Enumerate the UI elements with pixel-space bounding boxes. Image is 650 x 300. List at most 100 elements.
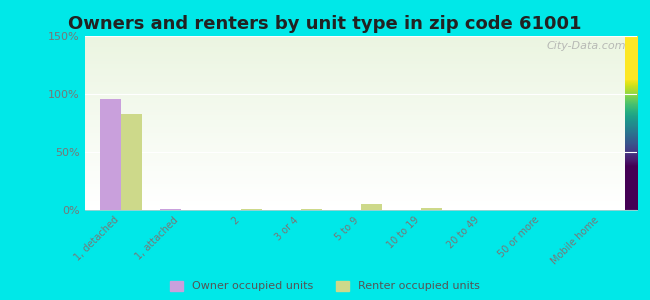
Bar — [84, 99, 625, 101]
Legend: Owner occupied units, Renter occupied units: Owner occupied units, Renter occupied un… — [170, 281, 480, 291]
Bar — [84, 110, 625, 112]
Bar — [84, 203, 625, 205]
Bar — [84, 43, 625, 45]
Bar — [84, 161, 625, 163]
Bar — [84, 69, 625, 71]
Bar — [84, 169, 625, 171]
Bar — [84, 178, 625, 180]
Bar — [84, 73, 625, 75]
Bar — [84, 148, 625, 150]
Bar — [84, 173, 625, 175]
Bar — [84, 180, 625, 182]
Bar — [84, 106, 625, 108]
Bar — [84, 143, 625, 145]
Bar — [159, 209, 181, 210]
Bar — [240, 209, 262, 210]
Bar — [120, 114, 142, 210]
Bar — [84, 208, 625, 210]
Bar — [84, 164, 625, 166]
Bar — [84, 71, 625, 73]
Bar — [84, 91, 625, 92]
Bar — [84, 38, 625, 40]
Bar — [84, 124, 625, 126]
Bar — [84, 80, 625, 82]
Bar — [84, 196, 625, 198]
Bar — [84, 78, 625, 80]
Bar — [84, 131, 625, 133]
Bar — [84, 182, 625, 184]
Bar — [84, 166, 625, 168]
Bar — [84, 55, 625, 57]
Bar — [84, 103, 625, 104]
Bar — [84, 133, 625, 134]
Bar — [84, 200, 625, 201]
Bar — [84, 57, 625, 59]
Bar — [84, 187, 625, 189]
Bar — [84, 59, 625, 61]
Bar — [84, 113, 625, 115]
Bar — [84, 89, 625, 91]
Bar — [84, 98, 625, 99]
Bar — [84, 142, 625, 143]
Bar — [84, 112, 625, 113]
Bar — [84, 150, 625, 152]
Bar — [84, 192, 625, 194]
Bar — [84, 41, 625, 43]
Bar — [84, 66, 625, 68]
Bar — [84, 68, 625, 69]
Bar — [84, 168, 625, 169]
Bar — [84, 117, 625, 118]
Bar — [84, 92, 625, 94]
Bar — [84, 191, 625, 192]
Bar — [84, 75, 625, 76]
Bar — [84, 185, 625, 187]
Bar — [84, 171, 625, 173]
Bar — [84, 50, 625, 52]
Bar — [84, 154, 625, 155]
Bar — [301, 209, 322, 210]
Bar — [84, 108, 625, 110]
Bar — [84, 82, 625, 83]
Bar — [84, 147, 625, 148]
Bar — [84, 194, 625, 196]
Bar — [84, 136, 625, 138]
Bar — [84, 159, 625, 161]
Bar — [84, 134, 625, 136]
Bar — [84, 64, 625, 66]
Bar — [84, 96, 625, 98]
Bar — [84, 120, 625, 122]
Bar — [84, 115, 625, 117]
Bar — [84, 76, 625, 78]
Bar — [84, 45, 625, 46]
Bar — [84, 177, 625, 178]
Bar — [84, 126, 625, 127]
Bar — [84, 104, 625, 106]
Bar — [84, 138, 625, 140]
Bar — [84, 201, 625, 203]
Bar — [421, 208, 442, 210]
Bar — [84, 94, 625, 96]
Bar — [84, 205, 625, 206]
Bar — [84, 206, 625, 208]
Bar — [84, 152, 625, 154]
Bar — [84, 175, 625, 177]
Bar — [84, 128, 625, 129]
Bar — [84, 87, 625, 89]
Bar — [84, 62, 625, 64]
Bar — [84, 36, 625, 38]
Bar — [99, 99, 120, 210]
Bar — [84, 145, 625, 147]
Bar — [84, 83, 625, 85]
Text: Owners and renters by unit type in zip code 61001: Owners and renters by unit type in zip c… — [68, 15, 582, 33]
Bar — [84, 52, 625, 54]
Bar — [361, 204, 382, 210]
Bar — [84, 46, 625, 48]
Bar — [84, 198, 625, 200]
Bar — [84, 61, 625, 62]
Bar — [84, 101, 625, 103]
Bar — [84, 118, 625, 120]
Bar — [84, 189, 625, 191]
Bar — [84, 163, 625, 164]
Text: City-Data.com: City-Data.com — [547, 41, 626, 51]
Bar — [84, 155, 625, 157]
